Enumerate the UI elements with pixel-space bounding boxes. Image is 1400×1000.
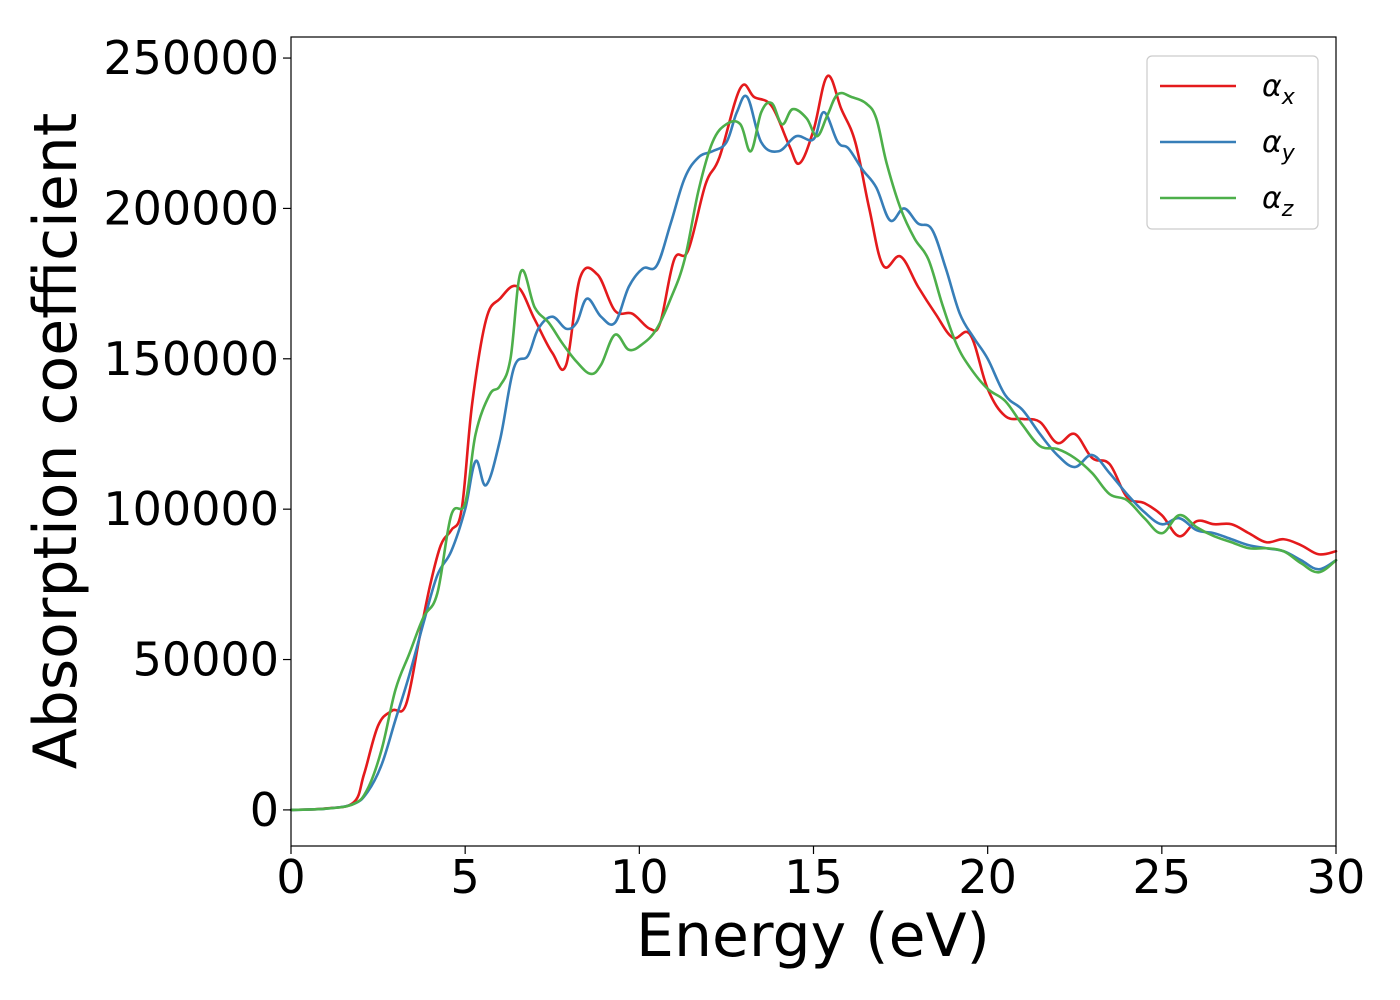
x-tick-label: 10 <box>610 850 669 904</box>
y-tick-label: 100000 <box>103 482 279 536</box>
x-tick-label: 30 <box>1307 850 1366 904</box>
x-tick-label: 20 <box>958 850 1017 904</box>
legend-label-alpha-x: αx <box>1262 69 1296 110</box>
y-tick-label: 150000 <box>103 332 279 386</box>
y-tick-label: 0 <box>250 783 279 837</box>
x-tick-label: 0 <box>276 850 305 904</box>
legend: αx αy αz <box>1146 55 1319 230</box>
x-axis-label: Energy (eV) <box>636 901 990 971</box>
legend-label-alpha-y: αy <box>1262 125 1296 166</box>
x-tick-label: 5 <box>451 850 480 904</box>
x-tick-label: 15 <box>784 850 843 904</box>
x-axis-ticks: 0 5 10 15 20 25 30 <box>276 846 1365 904</box>
series-line-alpha-y <box>289 94 1338 812</box>
legend-label-alpha-z: αz <box>1262 181 1294 222</box>
y-axis-ticks: 0 50000 100000 150000 200000 250000 <box>103 31 291 837</box>
x-tick-label: 25 <box>1133 850 1192 904</box>
y-axis-label: Absorption coefficient <box>21 113 91 770</box>
y-tick-label: 250000 <box>103 31 279 85</box>
series-line-alpha-z <box>289 91 1338 812</box>
y-tick-label: 50000 <box>133 633 279 687</box>
y-tick-label: 200000 <box>103 181 279 235</box>
series-layer <box>289 74 1338 812</box>
